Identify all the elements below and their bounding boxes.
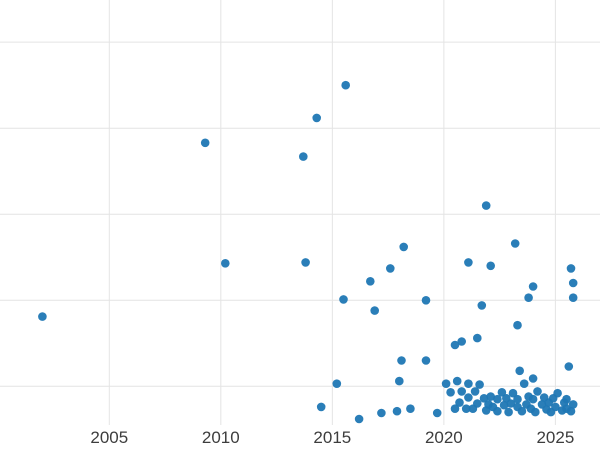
data-point — [455, 398, 464, 407]
data-point — [568, 278, 578, 288]
data-point — [528, 374, 538, 383]
data-point — [475, 380, 484, 389]
data-point — [533, 387, 542, 396]
x-tick-label: 2015 — [313, 428, 351, 447]
data-point — [473, 333, 482, 343]
data-point — [499, 400, 509, 410]
data-point — [432, 408, 442, 418]
data-point — [508, 388, 518, 398]
data-point — [386, 264, 395, 273]
data-point — [517, 406, 527, 416]
data-point — [486, 392, 496, 401]
data-point — [486, 261, 496, 271]
data-point — [510, 239, 520, 248]
data-point — [446, 388, 455, 397]
data-point — [481, 201, 491, 210]
data-point — [341, 80, 351, 90]
data-point — [564, 362, 574, 371]
x-tick-label: 2020 — [425, 428, 463, 447]
data-point — [464, 379, 473, 389]
data-point — [316, 402, 326, 412]
data-point — [493, 394, 502, 404]
x-tick-label: 2005 — [90, 428, 128, 447]
data-point — [457, 387, 467, 396]
data-point — [531, 407, 540, 417]
data-point — [221, 259, 230, 268]
data-point — [479, 394, 489, 403]
data-point — [504, 407, 513, 417]
data-point — [524, 293, 533, 303]
data-point — [392, 406, 402, 416]
data-point — [421, 296, 431, 305]
x-axis-tick-labels: 2005 2010 2015 2020 2025 — [90, 428, 574, 447]
data-point — [566, 264, 576, 273]
data-point — [562, 394, 571, 404]
data-point — [461, 404, 471, 414]
data-point — [464, 258, 473, 267]
data-point — [441, 379, 451, 389]
data-point — [200, 138, 210, 148]
data-point — [450, 404, 460, 414]
data-point — [473, 399, 482, 408]
data-points — [38, 80, 578, 424]
data-point — [450, 340, 460, 350]
data-point — [452, 376, 462, 386]
data-point — [470, 387, 480, 396]
data-point — [370, 306, 380, 315]
x-tick-label: 2025 — [536, 428, 574, 447]
data-point — [513, 320, 522, 330]
x-tick-label: 2010 — [202, 428, 240, 447]
data-point — [366, 277, 375, 286]
data-point — [339, 295, 348, 304]
gridlines — [0, 0, 600, 425]
data-point — [493, 406, 502, 416]
data-point — [312, 113, 322, 123]
data-point — [513, 394, 522, 404]
data-point — [397, 356, 406, 365]
data-point — [301, 258, 310, 267]
data-point — [515, 366, 524, 376]
data-point — [568, 400, 578, 409]
data-point — [519, 379, 529, 389]
data-point — [566, 406, 576, 416]
data-point — [299, 152, 308, 161]
data-point — [377, 408, 386, 418]
data-point — [477, 301, 487, 310]
data-point — [553, 388, 562, 398]
data-point — [406, 404, 415, 414]
data-point — [38, 312, 47, 321]
data-point — [421, 356, 431, 365]
data-point — [528, 394, 538, 404]
data-point — [332, 379, 342, 389]
data-point — [399, 242, 409, 252]
data-point — [497, 388, 507, 397]
data-point — [506, 399, 516, 408]
data-point — [528, 282, 538, 291]
data-point — [568, 293, 578, 303]
data-point — [551, 402, 560, 412]
data-point — [457, 337, 467, 346]
data-point — [464, 393, 473, 402]
data-point — [354, 414, 364, 424]
data-point — [395, 376, 404, 386]
